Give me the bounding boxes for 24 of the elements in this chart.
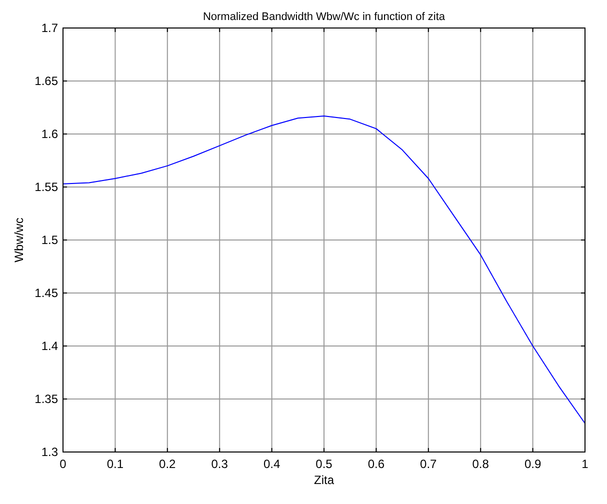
- y-tick-label: 1.35: [34, 392, 58, 406]
- x-tick-label: 0.3: [211, 457, 228, 471]
- x-tick-label: 0.2: [159, 457, 176, 471]
- chart-title: Normalized Bandwidth Wbw/Wc in function of zita: [202, 11, 446, 23]
- line-series: [62, 115, 586, 424]
- x-tick-label: 0: [60, 457, 67, 471]
- x-tick-label: 0.6: [368, 457, 385, 471]
- x-tick-label: 0.8: [472, 457, 490, 471]
- y-tick-label: 1.7: [41, 21, 58, 35]
- x-tick-label: 0.9: [524, 457, 542, 471]
- y-tick-label: 1.6: [41, 127, 58, 141]
- x-axis-title: Zita: [314, 473, 334, 487]
- x-tick-label: 0.7: [420, 457, 438, 471]
- y-tick-label: 1.5: [41, 233, 58, 247]
- x-tick-label: 0.1: [106, 457, 124, 471]
- y-tick-label: 1.55: [34, 180, 58, 194]
- y-axis-title: Wbw/wc: [12, 218, 26, 262]
- y-tick-label: 1.4: [41, 339, 58, 353]
- y-tick-label: 1.45: [34, 286, 58, 300]
- x-tick-label: 0.5: [316, 457, 333, 471]
- x-tick-label: 0.4: [263, 457, 280, 471]
- y-tick-label: 1.3: [41, 445, 58, 459]
- y-tick-label: 1.65: [34, 74, 58, 88]
- x-tick-label: 1: [582, 457, 589, 471]
